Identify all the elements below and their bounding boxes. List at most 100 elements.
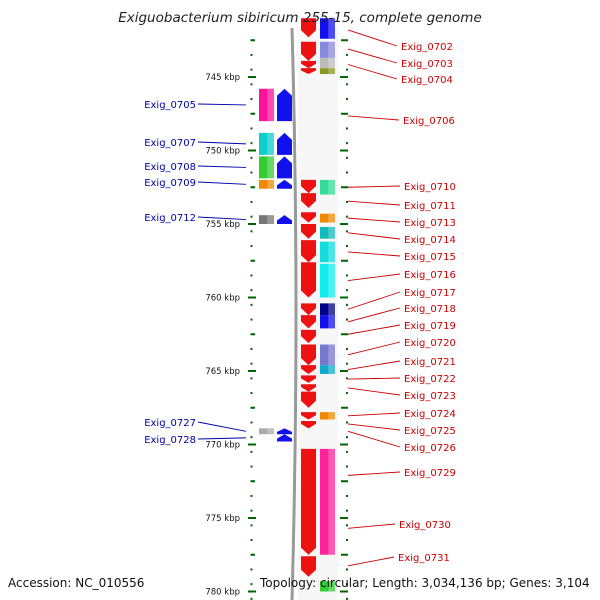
reverse-gene-label[interactable]: Exig_0730 [399,520,451,531]
ruler-minor-tick [252,186,255,189]
forward-gene-label[interactable]: Exig_0712 [144,213,196,224]
ruler-dot [346,392,348,395]
gene-highlight [267,179,274,189]
reverse-gene-label[interactable]: Exig_0702 [401,42,453,53]
reverse-gene-cog [320,344,335,366]
gene-leader-line [347,430,401,448]
reverse-gene-label[interactable]: Exig_0717 [404,288,456,299]
gene-leader-line [347,64,398,80]
ruler-dot [250,377,253,380]
gene-highlight [328,263,335,298]
reverse-gene-cog [320,263,335,298]
reverse-gene-cog [320,226,335,239]
gene-leader-line [197,103,247,106]
forward-gene-arrow [277,88,292,122]
reverse-gene-label[interactable]: Exig_0729 [404,468,456,479]
ruler-major-tick [248,517,256,519]
ruler-minor-tick [341,406,346,409]
reverse-gene-label[interactable]: Exig_0716 [404,270,456,281]
reverse-gene-label[interactable]: Exig_0722 [404,374,456,385]
forward-gene-label[interactable]: Exig_0728 [144,435,196,446]
gene-highlight [328,315,335,329]
ruler-dot [346,421,348,424]
ruler-dot [250,98,253,101]
ruler-dot [250,112,253,115]
gene-leader-line [347,115,400,121]
ruler-dot [250,347,253,350]
reverse-gene-cog [320,57,335,69]
forward-gene-label[interactable]: Exig_0705 [144,100,196,111]
ruler-dot [250,480,253,483]
gene-leader-line [347,387,401,396]
ruler-major-tick [340,149,348,152]
reverse-gene-cog [320,365,335,374]
ruler-dot [250,39,253,42]
gene-highlight [328,365,335,374]
scale-tick-label: 780 kbp [205,588,240,598]
reverse-gene-arrow [301,412,316,420]
ruler-dot [346,480,348,483]
reverse-gene-label[interactable]: Exig_0706 [403,116,455,127]
reverse-gene-label[interactable]: Exig_0715 [404,252,456,263]
ruler-dot [346,553,348,556]
ruler-dot [250,171,253,174]
gene-leader-line [347,423,401,431]
reverse-gene-label[interactable]: Exig_0704 [401,75,453,86]
ruler-dot [346,509,348,512]
ruler-dot [346,583,348,586]
reverse-gene-label[interactable]: Exig_0721 [404,357,456,368]
reverse-gene-arrow [301,179,316,194]
forward-gene-label[interactable]: Exig_0708 [144,162,196,173]
forward-gene-cog [259,88,274,122]
reverse-gene-arrow [301,365,316,374]
reverse-gene-label[interactable]: Exig_0731 [398,553,450,564]
ruler-dot [346,597,348,600]
ruler-major-tick [248,296,256,299]
forward-gene-label[interactable]: Exig_0707 [144,138,196,149]
ruler-minor-tick [341,186,346,189]
reverse-gene-label[interactable]: Exig_0725 [404,426,456,437]
reverse-gene-label[interactable]: Exig_0719 [404,321,456,332]
reverse-gene-arrow [301,212,316,223]
reverse-gene-cog [320,41,335,58]
ruler-dot [346,230,348,233]
reverse-gene-cog [320,581,335,592]
ruler-dot [250,200,253,203]
ruler-minor-tick [341,553,346,556]
gene-leader-line [197,181,247,185]
forward-gene-label[interactable]: Exig_0709 [144,178,196,189]
ruler-dot [346,127,348,130]
ruler-minor-tick [252,112,255,115]
forward-gene-arrow [277,428,292,435]
reverse-gene-label[interactable]: Exig_0711 [404,201,456,212]
reverse-gene-label[interactable]: Exig_0714 [404,235,456,246]
ruler-dot [346,83,348,86]
ruler-dot [346,524,348,527]
reverse-gene-label[interactable]: Exig_0718 [404,304,456,315]
ruler-dot [346,186,348,189]
forward-gene-arrow [277,179,292,189]
ruler-dot [346,568,348,571]
reverse-gene-label[interactable]: Exig_0726 [404,443,456,454]
reverse-gene-label[interactable]: Exig_0724 [404,409,456,420]
ruler-minor-tick [252,553,255,556]
forward-gene-label[interactable]: Exig_0727 [144,418,196,429]
ruler-dot [250,524,253,527]
reverse-gene-label[interactable]: Exig_0703 [401,59,453,70]
ruler-dot [250,289,253,292]
gene-highlight [328,68,335,75]
ruler-dot [346,142,348,145]
ruler-dot [346,259,348,262]
reverse-gene-label[interactable]: Exig_0720 [404,338,456,349]
ruler-major-tick [340,443,348,446]
gene-highlight [328,18,335,39]
reverse-gene-label[interactable]: Exig_0723 [404,391,456,402]
reverse-gene-label[interactable]: Exig_0710 [404,182,456,193]
ruler-dot [250,274,253,277]
map-title: Exiguobacterium sibiricum 255-15, comple… [118,10,482,26]
gene-highlight [267,215,274,224]
gene-leader-line [347,307,401,323]
reverse-gene-label[interactable]: Exig_0713 [404,218,456,229]
ruler-major-tick [340,223,348,225]
